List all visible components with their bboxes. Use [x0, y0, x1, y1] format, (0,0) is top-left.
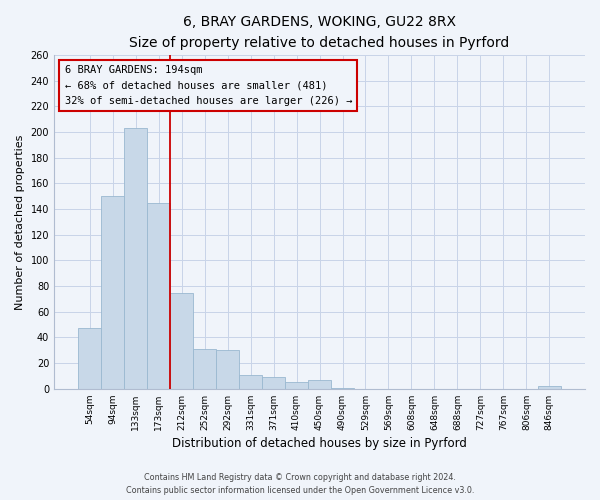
Title: 6, BRAY GARDENS, WOKING, GU22 8RX
Size of property relative to detached houses i: 6, BRAY GARDENS, WOKING, GU22 8RX Size o…	[130, 15, 509, 50]
Bar	[124, 128, 147, 389]
Bar	[216, 350, 239, 389]
Bar	[285, 382, 308, 389]
Text: 6 BRAY GARDENS: 194sqm
← 68% of detached houses are smaller (481)
32% of semi-de: 6 BRAY GARDENS: 194sqm ← 68% of detached…	[65, 65, 352, 106]
Bar	[78, 328, 101, 389]
Bar	[101, 196, 124, 389]
Bar	[147, 202, 170, 389]
Bar	[538, 386, 561, 389]
Bar	[239, 374, 262, 389]
Bar	[331, 388, 354, 389]
Text: Contains HM Land Registry data © Crown copyright and database right 2024.
Contai: Contains HM Land Registry data © Crown c…	[126, 474, 474, 495]
Y-axis label: Number of detached properties: Number of detached properties	[15, 134, 25, 310]
Bar	[308, 380, 331, 389]
X-axis label: Distribution of detached houses by size in Pyrford: Distribution of detached houses by size …	[172, 437, 467, 450]
Bar	[170, 292, 193, 389]
Bar	[262, 378, 285, 389]
Bar	[193, 349, 216, 389]
